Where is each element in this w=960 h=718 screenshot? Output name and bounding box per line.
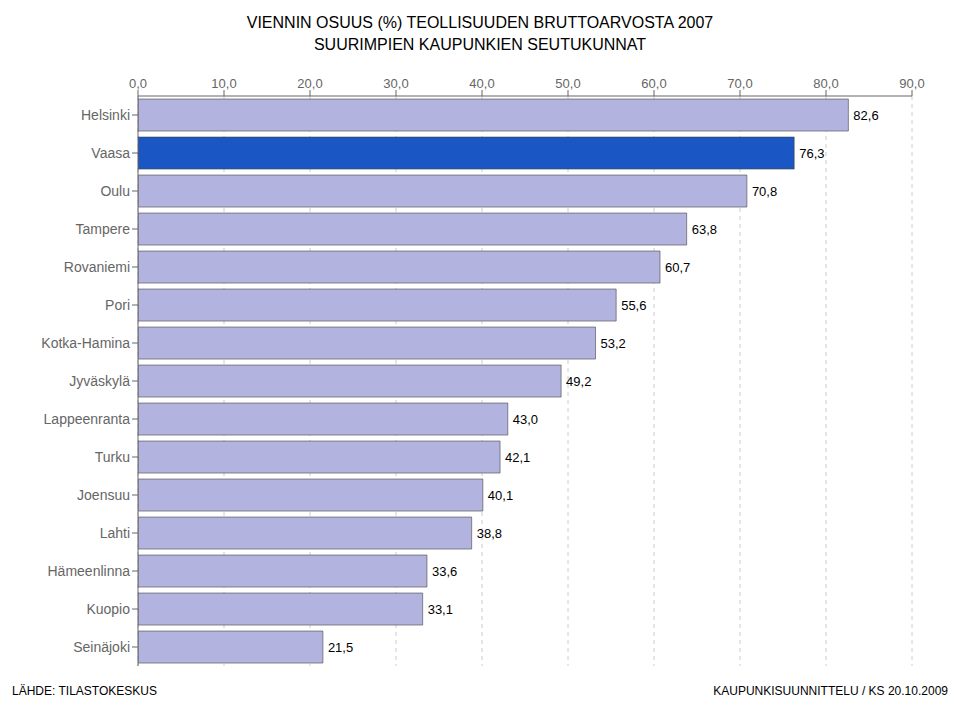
- svg-text:10,0: 10,0: [211, 76, 236, 91]
- svg-text:90,0: 90,0: [899, 76, 924, 91]
- svg-text:49,2: 49,2: [566, 374, 591, 389]
- svg-text:40,1: 40,1: [488, 488, 513, 503]
- svg-text:33,1: 33,1: [428, 602, 453, 617]
- svg-text:Lappeenranta: Lappeenranta: [44, 411, 131, 427]
- svg-text:70,8: 70,8: [752, 184, 777, 199]
- svg-text:33,6: 33,6: [432, 564, 457, 579]
- svg-text:Rovaniemi: Rovaniemi: [64, 259, 130, 275]
- svg-text:60,0: 60,0: [641, 76, 666, 91]
- svg-text:38,8: 38,8: [477, 526, 502, 541]
- svg-text:42,1: 42,1: [505, 450, 530, 465]
- svg-text:70,0: 70,0: [727, 76, 752, 91]
- svg-text:Seinäjoki: Seinäjoki: [73, 639, 130, 655]
- svg-text:43,0: 43,0: [513, 412, 538, 427]
- svg-text:0,0: 0,0: [129, 76, 147, 91]
- svg-text:Kuopio: Kuopio: [86, 601, 130, 617]
- svg-text:76,3: 76,3: [799, 146, 824, 161]
- svg-text:Joensuu: Joensuu: [77, 487, 130, 503]
- html-text:KAUPUNKISUUNNITTELU / KS 20.10: KAUPUNKISUUNNITTELU / KS 20.10.2009: [713, 684, 948, 698]
- svg-text:80,0: 80,0: [813, 76, 838, 91]
- svg-text:Helsinki: Helsinki: [81, 107, 130, 123]
- svg-text:Pori: Pori: [105, 297, 130, 313]
- svg-text:Tampere: Tampere: [76, 221, 131, 237]
- svg-text:Oulu: Oulu: [100, 183, 130, 199]
- svg-text:82,6: 82,6: [853, 108, 878, 123]
- svg-text:55,6: 55,6: [621, 298, 646, 313]
- svg-text:Lahti: Lahti: [100, 525, 130, 541]
- svg-text:63,8: 63,8: [692, 222, 717, 237]
- svg-text:30,0: 30,0: [383, 76, 408, 91]
- svg-text:Jyväskylä: Jyväskylä: [69, 373, 130, 389]
- svg-text:50,0: 50,0: [555, 76, 580, 91]
- svg-text:40,0: 40,0: [469, 76, 494, 91]
- svg-text:20,0: 20,0: [297, 76, 322, 91]
- svg-text:Kotka-Hamina: Kotka-Hamina: [41, 335, 130, 351]
- svg-text:60,7: 60,7: [665, 260, 690, 275]
- svg-text:53,2: 53,2: [601, 336, 626, 351]
- svg-text:21,5: 21,5: [328, 640, 353, 655]
- svg-text:Turku: Turku: [95, 449, 130, 465]
- html-text:LÄHDE: TILASTOKESKUS: LÄHDE: TILASTOKESKUS: [12, 684, 157, 698]
- html-text:SUURIMPIEN KAUPUNKIEN SEUTUKUN: SUURIMPIEN KAUPUNKIEN SEUTUKUNNAT: [313, 36, 647, 53]
- svg-text:Vaasa: Vaasa: [91, 145, 130, 161]
- html-text:VIENNIN OSUUS (%) TEOLLISUUDEN: VIENNIN OSUUS (%) TEOLLISUUDEN BRUTTOARV…: [246, 14, 714, 31]
- svg-text:Hämeenlinna: Hämeenlinna: [48, 563, 131, 579]
